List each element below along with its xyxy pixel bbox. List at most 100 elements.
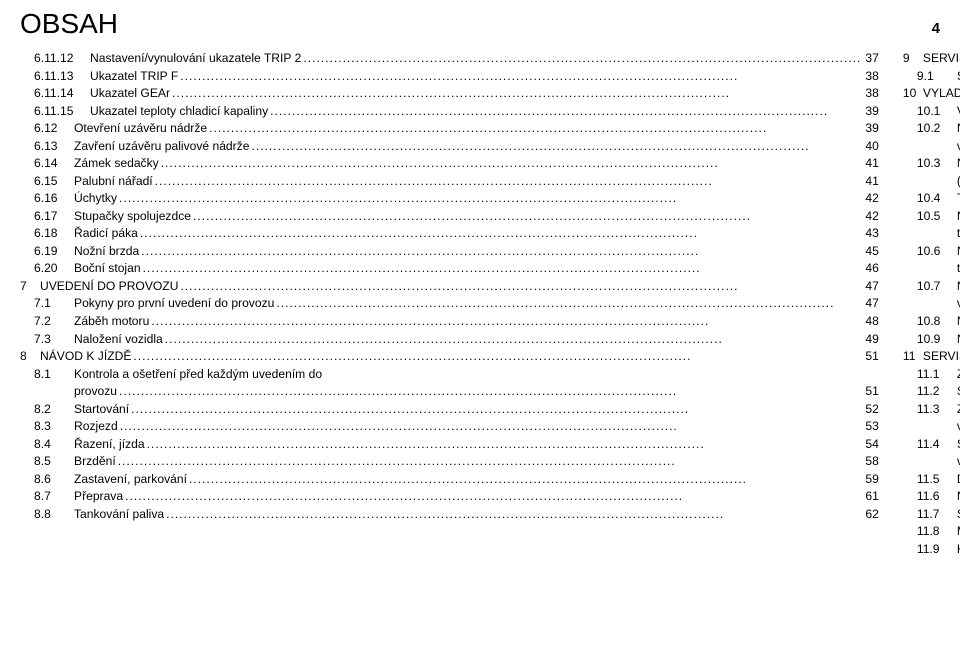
toc-entry: 9.1Servisní plán64 <box>903 68 960 86</box>
toc-entry: 9SERVISNÍ PLÁN64 <box>903 50 960 68</box>
toc-page: 47 <box>861 278 878 296</box>
toc-number: 10.7 <box>903 278 957 296</box>
toc-number: 11.9 <box>903 541 957 559</box>
toc-page: 61 <box>861 488 878 506</box>
toc-dots <box>270 103 861 121</box>
toc-number: 6.19 <box>20 243 74 261</box>
toc-entry: 8.8Tankování paliva62 <box>20 506 879 524</box>
toc-number: 6.15 <box>20 173 74 191</box>
toc-number: 8 <box>20 348 40 366</box>
toc-page: 39 <box>861 120 878 138</box>
toc-number: 10.4 <box>903 190 957 208</box>
toc-dots <box>189 471 861 489</box>
toc-dots <box>276 295 861 313</box>
toc-number: 10.1 <box>903 103 957 121</box>
toc-entry: 10.1Vidlice/pružná vzpěra (Duke R)66 <box>903 103 960 121</box>
toc-number: 10.5 <box>903 208 957 226</box>
toc-entry: 6.11.15Ukazatel teploty chladicí kapalin… <box>20 103 879 121</box>
toc-number: 8.2 <box>20 401 74 419</box>
toc-number: 6.18 <box>20 225 74 243</box>
toc-column-right: 9SERVISNÍ PLÁN649.1Servisní plán6410VYLA… <box>903 50 960 558</box>
toc-label: Nastavení/vynulování ukazatele TRIP 2 <box>90 50 303 68</box>
toc-page: 59 <box>861 471 878 489</box>
toc-entry: 6.19Nožní brzda45 <box>20 243 879 261</box>
page-header: OBSAH 4 <box>0 0 960 50</box>
toc-label: Přeprava <box>74 488 125 506</box>
toc-entry: 10.5Nastavení tlumení High Speed při stl… <box>903 208 960 226</box>
toc-entry: 6.17Stupačky spolujezdce42 <box>20 208 879 226</box>
toc-page: 41 <box>861 173 878 191</box>
toc-page: 46 <box>861 260 878 278</box>
toc-entry-continuation: vpředu79 <box>903 453 960 471</box>
toc-label: NÁVOD K JÍZDĚ <box>40 348 133 366</box>
toc-page: 49 <box>861 331 878 349</box>
toc-number: 10.6 <box>903 243 957 261</box>
toc-dots <box>133 348 861 366</box>
toc-dots <box>180 278 861 296</box>
toc-label: Nožní brzda <box>74 243 141 261</box>
header-title: OBSAH <box>20 8 118 40</box>
toc-number: 6.11.14 <box>20 85 90 103</box>
toc-entry: 11.9Kontrola znečištění řetězu81 <box>903 541 960 559</box>
toc-entry-continuation: (Duke R)67 <box>903 173 960 191</box>
toc-page: 48 <box>861 313 878 331</box>
toc-label: VYLADĚNÍ PODVOZKU <box>923 85 960 103</box>
toc-page: 43 <box>861 225 878 243</box>
toc-number: 8.5 <box>20 453 74 471</box>
toc-entry: 11.3Zdvihnutí motocyklu zvedacím zařízen… <box>903 401 960 419</box>
toc-columns: 6.11.12Nastavení/vynulování ukazatele TR… <box>0 50 960 558</box>
toc-number: 9 <box>903 50 923 68</box>
toc-label: UVEDENÍ DO PROVOZU <box>40 278 180 296</box>
toc-entry: 11.5Demontáž sedačky spolujezdce79 <box>903 471 960 489</box>
toc-dots <box>119 190 861 208</box>
toc-number: 11.3 <box>903 401 957 419</box>
toc-entry: 10VYLADĚNÍ PODVOZKU66 <box>903 85 960 103</box>
toc-number: 8.6 <box>20 471 74 489</box>
toc-entry: 6.13Zavření uzávěru palivové nádrže40 <box>20 138 879 156</box>
toc-label: Ukazatel teploty chladicí kapaliny <box>90 103 270 121</box>
toc-number: 9.1 <box>903 68 957 86</box>
toc-entry: 10.7Nastavení tlumení při roztahování tl… <box>903 278 960 296</box>
toc-dots <box>209 120 861 138</box>
toc-entry: 6.16Úchytky42 <box>20 190 879 208</box>
toc-label: Ukazatel GEAr <box>90 85 172 103</box>
toc-label: Startování <box>74 401 131 419</box>
toc-entry: 11.1Zdvihnutí motocyklu zvedacím zařízen… <box>903 366 960 384</box>
toc-entry-continuation: provozu51 <box>20 383 879 401</box>
toc-page: 51 <box>861 383 878 401</box>
toc-number: 11.8 <box>903 523 957 541</box>
toc-entry: 10.2Nastavení tlumení při stlačování tlu… <box>903 120 960 138</box>
toc-dots <box>141 243 861 261</box>
toc-label: Rozjezd <box>74 418 120 436</box>
toc-label: SERVISNÍ PLÁN <box>923 50 960 68</box>
toc-entry: 8.3Rozjezd53 <box>20 418 879 436</box>
toc-number: 8.4 <box>20 436 74 454</box>
toc-dots <box>165 331 862 349</box>
toc-number: 8.8 <box>20 506 74 524</box>
toc-number: 10.8 <box>903 313 957 331</box>
toc-number: 6.11.13 <box>20 68 90 86</box>
toc-entry: 10.4Tlumení při stlačování tlumiče pružn… <box>903 190 960 208</box>
toc-entry: 10.8Nastavení předpětí pružiny pružné vz… <box>903 313 960 331</box>
toc-label: Kontrola a ošetření před každým uvedením… <box>74 366 324 384</box>
toc-number: 11.6 <box>903 488 957 506</box>
toc-number: 11.1 <box>903 366 957 384</box>
toc-number: 10.2 <box>903 120 957 138</box>
toc-label: Brzdění <box>74 453 118 471</box>
toc-page: 37 <box>861 50 878 68</box>
toc-entry: 8.4Řazení, jízda54 <box>20 436 879 454</box>
toc-page: 40 <box>861 138 878 156</box>
toc-entry: 8NÁVOD K JÍZDĚ 51 <box>20 348 879 366</box>
toc-number: 6.17 <box>20 208 74 226</box>
toc-number: 6.12 <box>20 120 74 138</box>
toc-label: Boční stojan <box>74 260 143 278</box>
toc-label: Tankování paliva <box>74 506 166 524</box>
toc-entry-continuation: tlumiče na pružné vzpěře (Duke R)68 <box>903 225 960 243</box>
toc-page: 51 <box>861 348 878 366</box>
toc-dots <box>161 155 862 173</box>
toc-page: 41 <box>861 155 878 173</box>
toc-number: 6.13 <box>20 138 74 156</box>
toc-entry: 7UVEDENÍ DO PROVOZU47 <box>20 278 879 296</box>
toc-entry: 6.11.14Ukazatel GEAr38 <box>20 85 879 103</box>
toc-dots <box>251 138 861 156</box>
